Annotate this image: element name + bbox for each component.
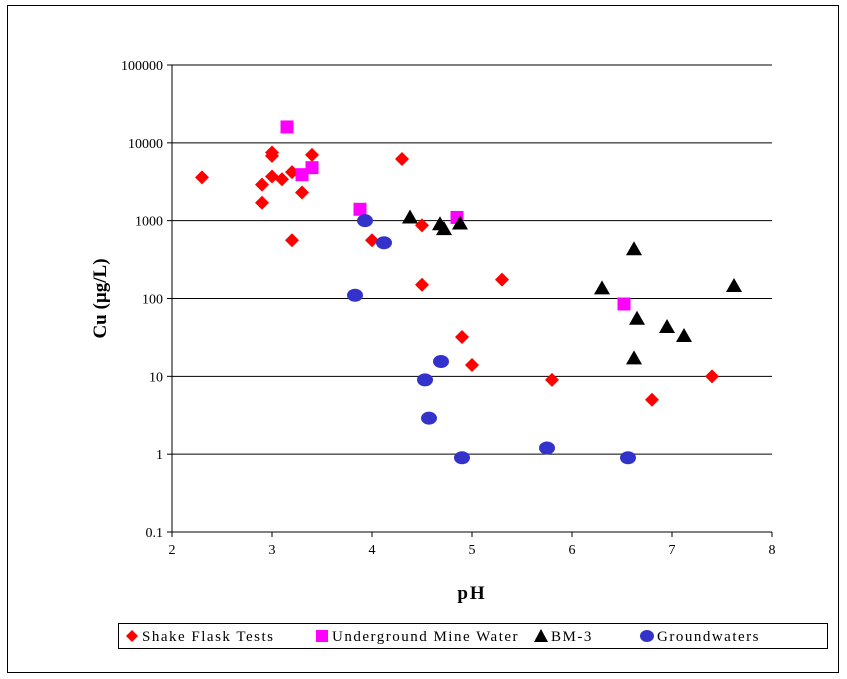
y-tick-label: 10 <box>149 370 163 385</box>
y-tick-label: 100 <box>142 293 163 308</box>
shake-flask-point <box>415 218 429 233</box>
mine-water-point <box>295 168 309 182</box>
bm3-point <box>659 319 675 334</box>
groundwater-point <box>433 355 449 369</box>
shake-flask-point <box>415 277 429 292</box>
shake-flask-point <box>195 170 209 185</box>
mine-water-point <box>617 297 631 311</box>
bm3-point <box>629 310 645 325</box>
shake-flask-point <box>295 185 309 200</box>
shake-flask-point <box>255 177 269 192</box>
x-tick-label: 7 <box>669 543 676 558</box>
mine-water-point <box>353 202 367 216</box>
groundwater-point <box>347 288 363 302</box>
groundwater-point <box>539 441 555 455</box>
groundwater-point <box>421 411 437 425</box>
y-tick-label: 0.1 <box>146 526 164 541</box>
bm3-point <box>676 327 692 342</box>
shake-flask-point <box>395 151 409 166</box>
shake-flask-point <box>265 169 279 184</box>
shake-flask-point <box>495 272 509 287</box>
x-tick-label: 4 <box>369 543 376 558</box>
x-tick-label: 3 <box>269 543 276 558</box>
legend-box <box>118 623 828 649</box>
shake-flask-point <box>285 233 299 248</box>
shake-flask-point <box>365 233 379 248</box>
bm3-point <box>726 277 742 292</box>
mine-water-point <box>305 161 319 175</box>
x-tick-label: 5 <box>469 543 476 558</box>
shake-flask-point <box>275 172 289 187</box>
chart-frame <box>7 5 839 673</box>
shake-flask-point <box>545 372 559 387</box>
shake-flask-point <box>455 330 469 345</box>
y-tick-label: 1000 <box>135 215 163 230</box>
shake-flask-point <box>265 148 279 163</box>
groundwater-point <box>454 451 470 465</box>
mine-water-point <box>280 120 294 134</box>
groundwater-point <box>376 236 392 250</box>
x-axis-title: pH <box>457 583 486 604</box>
groundwater-point <box>620 451 636 465</box>
y-tick-label: 1 <box>156 448 163 463</box>
shake-flask-point <box>645 392 659 407</box>
x-tick-label: 2 <box>169 543 176 558</box>
shake-flask-point <box>305 147 319 162</box>
y-tick-label: 100000 <box>121 59 163 74</box>
bm3-point <box>626 350 642 365</box>
y-axis-title: Cu (µg/L) <box>90 258 111 338</box>
groundwater-point <box>417 373 433 387</box>
shake-flask-point <box>705 369 719 384</box>
bm3-point <box>402 209 418 224</box>
bm3-point <box>626 241 642 256</box>
bm3-point <box>452 215 468 230</box>
shake-flask-point <box>255 195 269 210</box>
y-tick-label: 10000 <box>128 137 163 152</box>
groundwater-point <box>357 214 373 228</box>
bm3-point <box>436 221 452 236</box>
x-tick-label: 6 <box>569 543 576 558</box>
x-tick-label: 8 <box>769 543 776 558</box>
bm3-point <box>594 280 610 295</box>
shake-flask-point <box>465 357 479 372</box>
